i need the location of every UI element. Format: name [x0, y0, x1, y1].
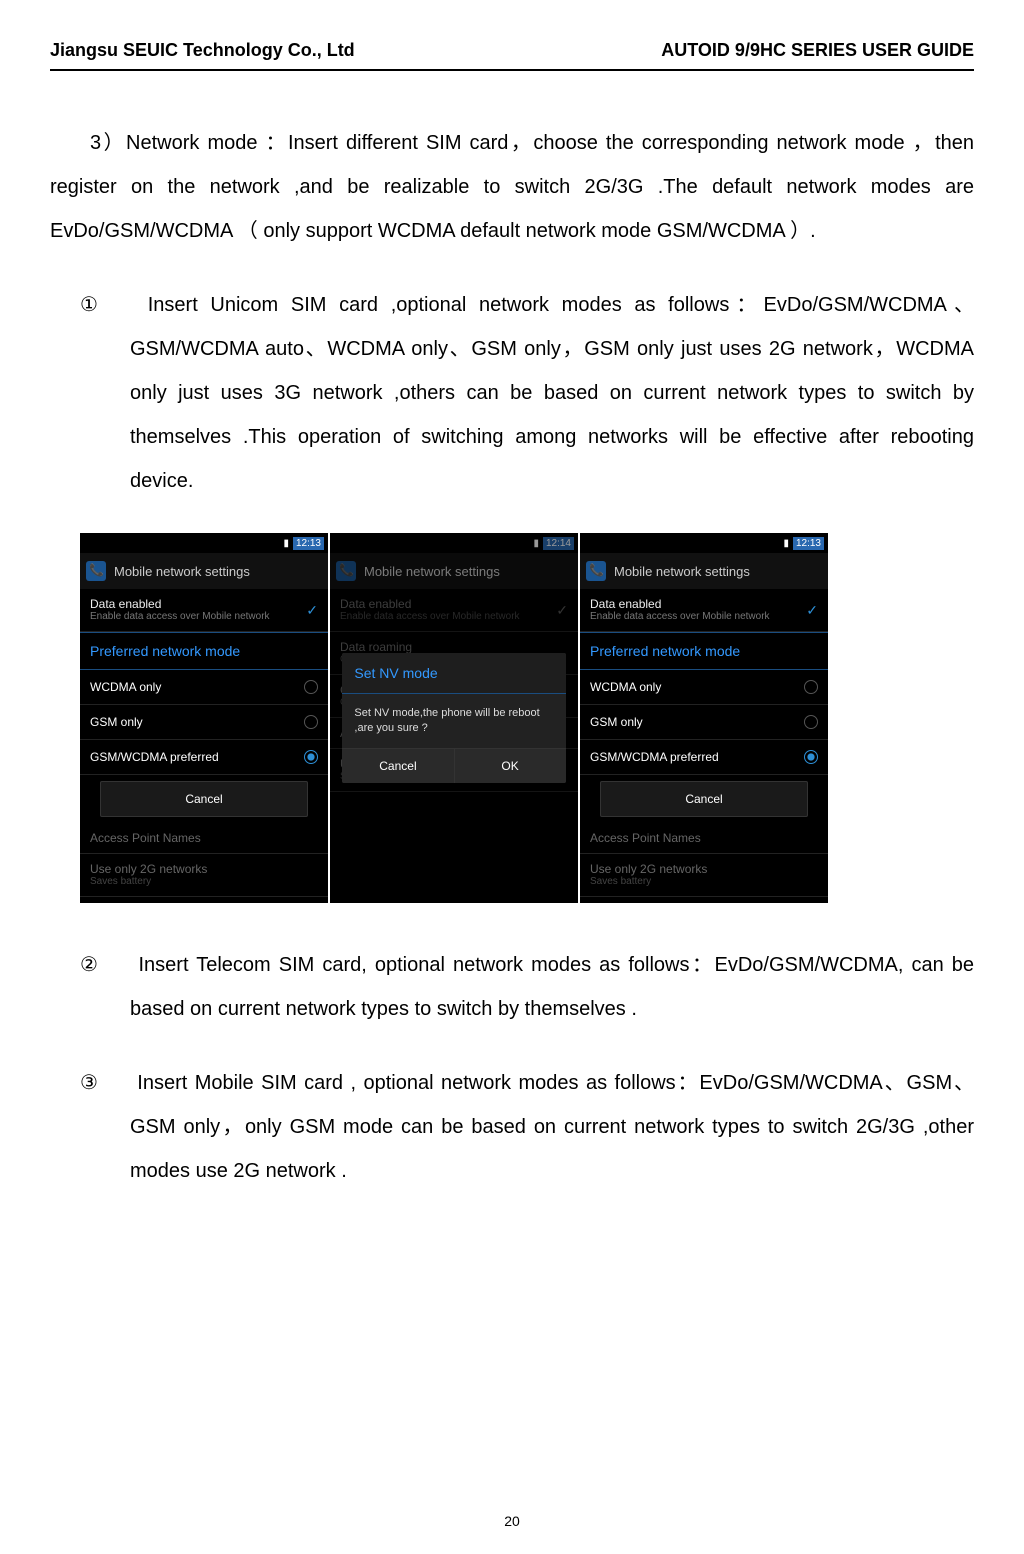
list-num-2: ②: [80, 954, 100, 976]
page-header: Jiangsu SEUIC Technology Co., Ltd AUTOID…: [50, 40, 974, 61]
list-item-1: ① Insert Unicom SIM card ,optional netwo…: [50, 283, 974, 503]
page-number: 20: [0, 1513, 1024, 1529]
statusbar: ▮ 12:13: [80, 533, 328, 553]
cancel-button: Cancel: [600, 781, 808, 817]
gsm-wcdma-row: GSM/WCDMA preferred: [580, 740, 828, 775]
list-text-2: Insert Telecom SIM card, optional networ…: [130, 954, 974, 1020]
data-enabled-label: Data enabled: [590, 597, 770, 611]
doc-title: AUTOID 9/9HC SERIES USER GUIDE: [661, 40, 974, 61]
data-enabled-row: Data enabled Enable data access over Mob…: [580, 589, 828, 632]
wcdma-only-row: WCDMA only: [80, 670, 328, 705]
statusbar: ▮ 12:13: [580, 533, 828, 553]
data-enabled-label: Data enabled: [90, 597, 270, 611]
dialog-ok: OK: [455, 749, 566, 783]
apn-label: Access Point Names: [90, 831, 201, 845]
gsm-only-label: GSM only: [90, 715, 143, 729]
clock: 12:13: [793, 537, 824, 550]
phone-screenshot-3: ▮ 12:13 Mobile network settings Data ena…: [580, 533, 828, 903]
wcdma-only-row: WCDMA only: [580, 670, 828, 705]
dialog-buttons: Cancel OK: [342, 748, 565, 783]
phone-icon: [86, 561, 106, 581]
radio-icon: [804, 680, 818, 694]
clock: 12:13: [293, 537, 324, 550]
use2g-label: Use only 2G networks: [590, 862, 707, 876]
use2g-row: Use only 2G networks Saves battery: [580, 854, 828, 897]
list-text-3: Insert Mobile SIM card , optional networ…: [130, 1072, 974, 1182]
use2g-sub: Saves battery: [90, 876, 207, 888]
preferred-header: Preferred network mode: [80, 632, 328, 670]
list-text-1: Insert Unicom SIM card ,optional network…: [130, 294, 974, 492]
radio-icon: [304, 715, 318, 729]
dialog-overlay: Set NV mode Set NV mode,the phone will b…: [330, 533, 578, 903]
apn-row: Access Point Names: [580, 823, 828, 854]
header-divider: [50, 69, 974, 71]
gsm-only-row: GSM only: [580, 705, 828, 740]
wcdma-only-label: WCDMA only: [90, 680, 161, 694]
gsm-wcdma-row: GSM/WCDMA preferred: [80, 740, 328, 775]
use2g-label: Use only 2G networks: [90, 862, 207, 876]
dialog-title: Set NV mode: [342, 653, 565, 694]
screen-title: Mobile network settings: [614, 564, 750, 579]
titlebar: Mobile network settings: [580, 553, 828, 589]
check-icon: ✓: [806, 602, 818, 619]
radio-filled-icon: [804, 750, 818, 764]
gsm-only-label: GSM only: [590, 715, 643, 729]
phone-icon: [586, 561, 606, 581]
radio-icon: [304, 680, 318, 694]
company-name: Jiangsu SEUIC Technology Co., Ltd: [50, 40, 355, 61]
dialog-body: Set NV mode,the phone will be reboot ,ar…: [342, 694, 565, 749]
list-num-3: ③: [80, 1072, 100, 1094]
use2g-sub: Saves battery: [590, 876, 707, 888]
nv-dialog: Set NV mode Set NV mode,the phone will b…: [342, 653, 565, 784]
list-num-1: ①: [80, 294, 105, 316]
check-icon: ✓: [306, 602, 318, 619]
network-mode-para: 3）Network mode ：Insert different SIM car…: [50, 121, 974, 253]
gsm-wcdma-label: GSM/WCDMA preferred: [590, 750, 719, 764]
list-item-3: ③ Insert Mobile SIM card , optional netw…: [50, 1061, 974, 1193]
cancel-button: Cancel: [100, 781, 308, 817]
dialog-cancel: Cancel: [342, 749, 454, 783]
signal-icon: ▮: [283, 538, 289, 549]
screenshot-row: ▮ 12:13 Mobile network settings Data ena…: [50, 533, 974, 903]
apn-label: Access Point Names: [590, 831, 701, 845]
radio-filled-icon: [304, 750, 318, 764]
wcdma-only-label: WCDMA only: [590, 680, 661, 694]
data-enabled-row: Data enabled Enable data access over Mob…: [80, 589, 328, 632]
gsm-only-row: GSM only: [80, 705, 328, 740]
gsm-wcdma-label: GSM/WCDMA preferred: [90, 750, 219, 764]
data-enabled-sub: Enable data access over Mobile network: [590, 611, 770, 623]
use2g-row: Use only 2G networks Saves battery: [80, 854, 328, 897]
preferred-header: Preferred network mode: [580, 632, 828, 670]
signal-icon: ▮: [783, 538, 789, 549]
phone-screenshot-2: ▮ 12:14 Mobile network settings Data ena…: [330, 533, 578, 903]
apn-row: Access Point Names: [80, 823, 328, 854]
screen-title: Mobile network settings: [114, 564, 250, 579]
radio-icon: [804, 715, 818, 729]
data-enabled-sub: Enable data access over Mobile network: [90, 611, 270, 623]
titlebar: Mobile network settings: [80, 553, 328, 589]
phone-screenshot-1: ▮ 12:13 Mobile network settings Data ena…: [80, 533, 328, 903]
list-item-2: ② Insert Telecom SIM card, optional netw…: [50, 943, 974, 1031]
